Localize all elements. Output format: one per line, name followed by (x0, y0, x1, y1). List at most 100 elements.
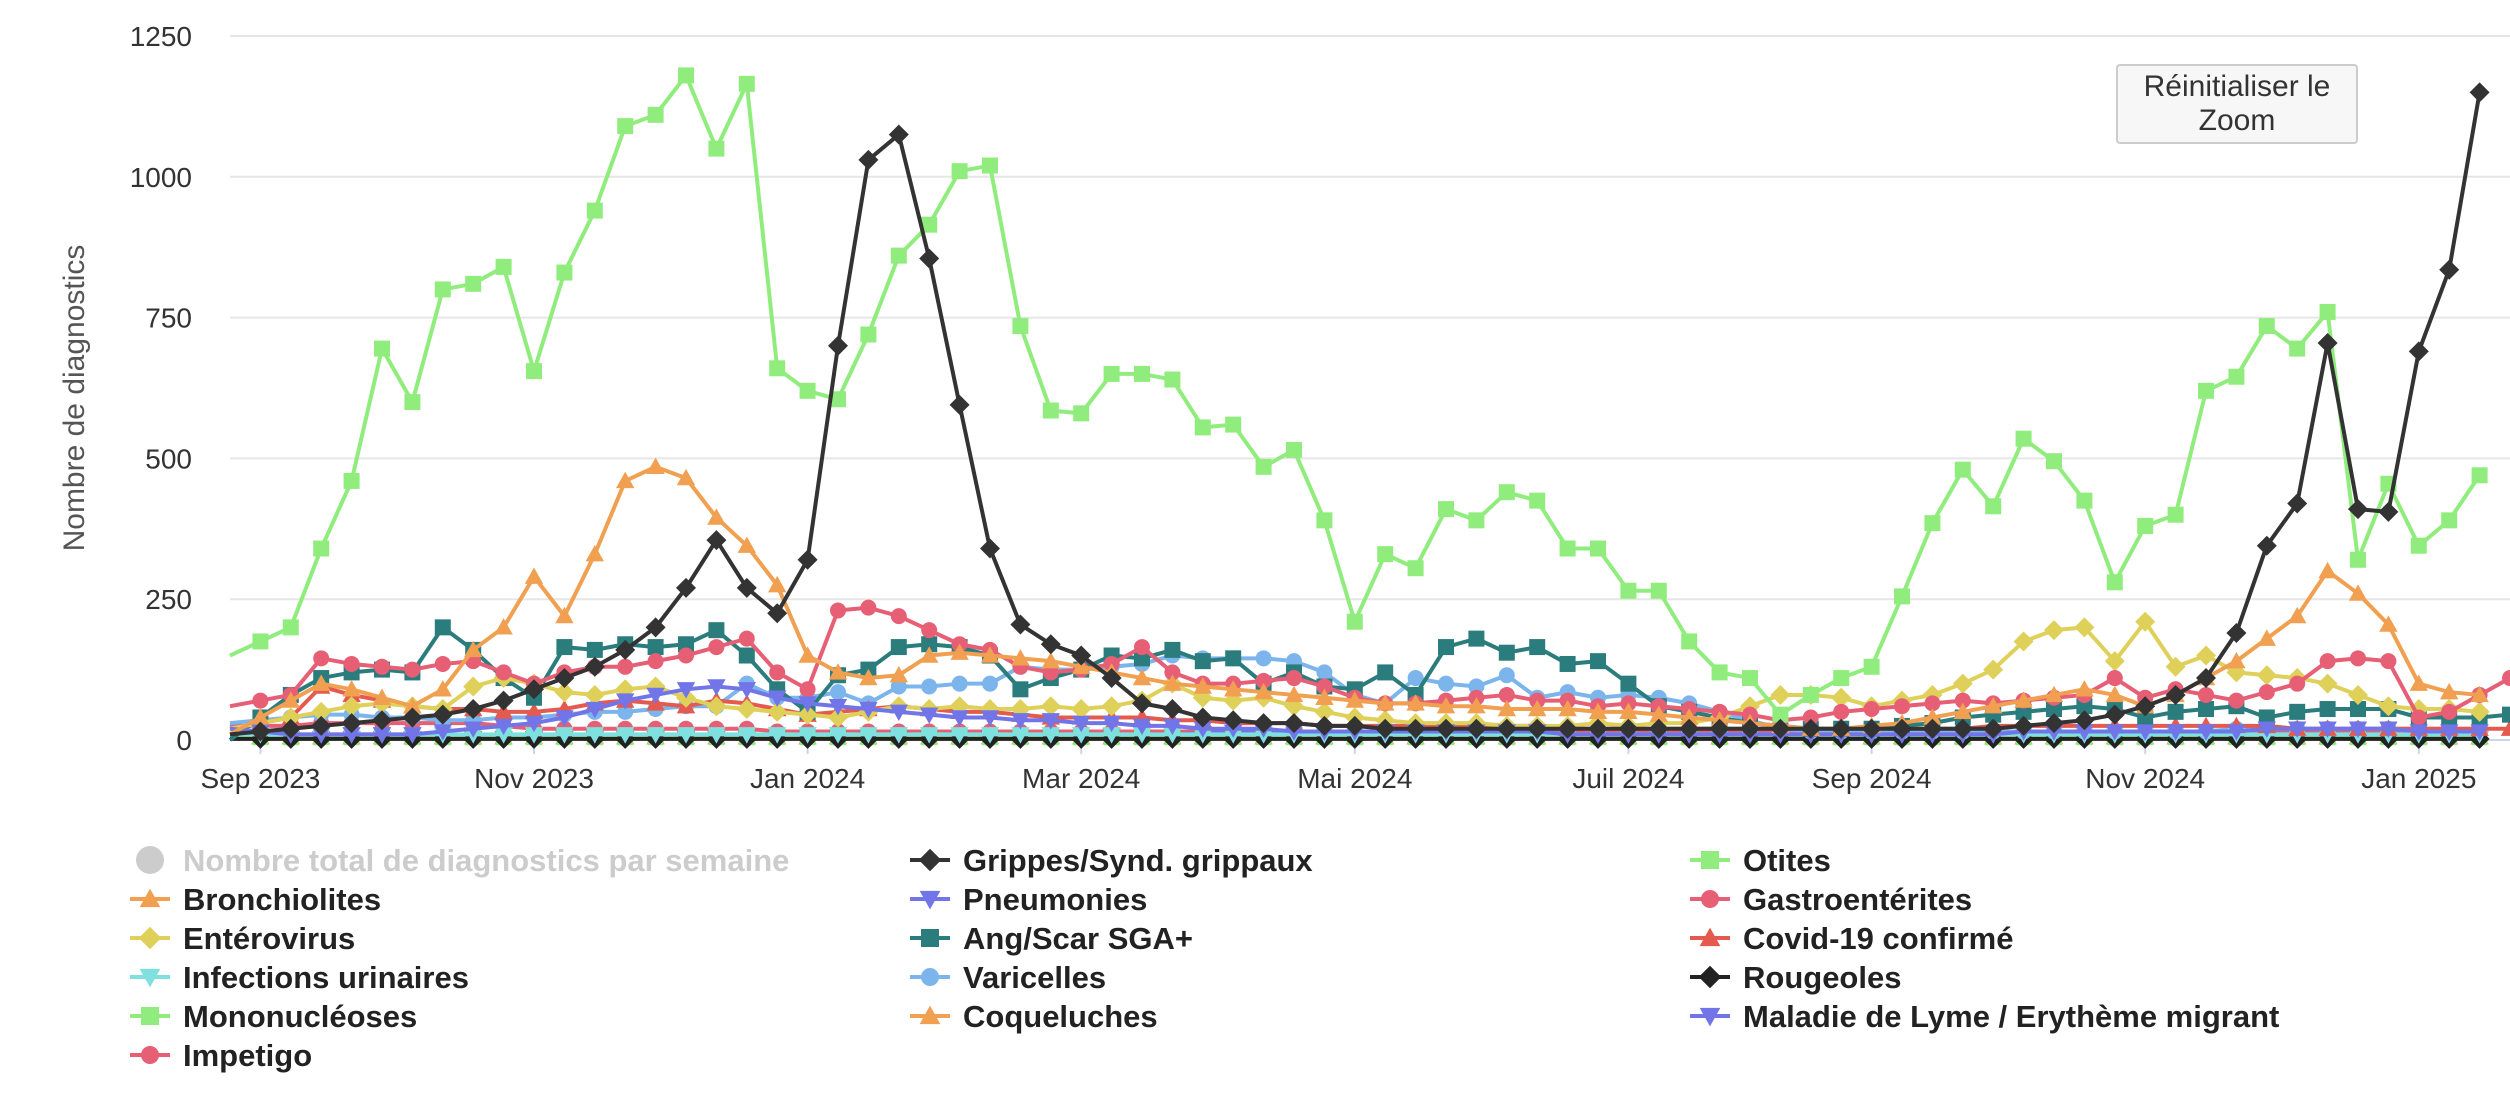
data-point[interactable] (281, 691, 300, 708)
data-point[interactable] (1345, 691, 1364, 708)
data-point[interactable] (1134, 650, 1150, 667)
data-point[interactable] (252, 692, 269, 709)
legend-label[interactable]: Bronchiolites (183, 882, 381, 917)
data-point[interactable] (1193, 677, 1212, 694)
data-point[interactable] (921, 216, 938, 233)
data-point[interactable] (2106, 574, 2123, 591)
data-point[interactable] (2379, 615, 2398, 632)
data-point[interactable] (1192, 707, 1213, 728)
data-point[interactable] (584, 656, 605, 677)
data-point[interactable] (980, 646, 1000, 663)
data-point[interactable] (1892, 718, 1912, 739)
data-point[interactable] (2410, 537, 2427, 554)
data-point[interactable] (1255, 650, 1272, 667)
data-point[interactable] (2318, 721, 2337, 738)
data-point[interactable] (1952, 718, 1973, 739)
data-point[interactable] (524, 727, 544, 744)
legend-symbol[interactable] (919, 890, 941, 910)
data-point[interactable] (1831, 718, 1852, 739)
data-point[interactable] (2379, 721, 2398, 738)
data-point[interactable] (493, 690, 514, 711)
legend-item-enterovirus[interactable]: Entérovirus (130, 921, 355, 956)
data-point[interactable] (1314, 715, 1335, 736)
legend-symbol[interactable] (1699, 927, 1721, 947)
data-point[interactable] (1468, 678, 1485, 695)
data-point[interactable] (2167, 506, 2184, 523)
data-point[interactable] (404, 394, 421, 411)
data-point[interactable] (1833, 670, 1850, 687)
data-point[interactable] (1164, 371, 1181, 388)
data-point[interactable] (2348, 684, 2368, 705)
data-point[interactable] (1286, 670, 1302, 687)
data-point[interactable] (2196, 724, 2216, 741)
data-point[interactable] (1802, 709, 1819, 726)
data-point[interactable] (1831, 687, 1852, 708)
data-point[interactable] (737, 682, 756, 699)
legend-label[interactable]: Mononucléoses (183, 999, 417, 1034)
data-point[interactable] (1953, 702, 1972, 720)
data-point[interactable] (1042, 664, 1059, 681)
data-point[interactable] (1193, 721, 1212, 738)
data-point[interactable] (1011, 713, 1030, 730)
data-point[interactable] (2196, 668, 2216, 689)
data-point[interactable] (828, 727, 848, 744)
data-point[interactable] (313, 650, 330, 667)
data-point[interactable] (1041, 727, 1060, 744)
legend-symbol[interactable] (141, 1007, 159, 1025)
data-point[interactable] (2136, 724, 2155, 741)
data-point[interactable] (1498, 667, 1515, 684)
data-point[interactable] (707, 727, 726, 744)
data-point[interactable] (374, 340, 390, 357)
data-point[interactable] (1316, 512, 1333, 529)
data-point[interactable] (1679, 718, 1700, 739)
data-point[interactable] (2317, 332, 2338, 353)
data-point[interactable] (2075, 724, 2094, 741)
legend-item-infections-urinaires[interactable]: Infections urinaires (130, 960, 469, 995)
data-point[interactable] (889, 727, 908, 744)
data-point[interactable] (464, 640, 483, 658)
data-point[interactable] (1194, 653, 1211, 670)
data-point[interactable] (2258, 709, 2275, 726)
data-point[interactable] (828, 707, 848, 728)
data-point[interactable] (312, 674, 331, 691)
data-point[interactable] (586, 202, 603, 219)
data-point[interactable] (1590, 653, 1606, 670)
legend-label[interactable]: Coqueluches (963, 999, 1158, 1034)
data-point[interactable] (1588, 718, 1608, 739)
data-point[interactable] (495, 258, 512, 275)
data-point[interactable] (1529, 492, 1546, 509)
legend-item-bronchiolites[interactable]: Bronchiolites (130, 882, 381, 917)
data-point[interactable] (403, 697, 422, 714)
data-point[interactable] (980, 727, 1000, 744)
data-point[interactable] (2317, 673, 2338, 694)
data-point[interactable] (2502, 670, 2510, 687)
data-point[interactable] (1042, 402, 1059, 419)
data-point[interactable] (1498, 686, 1515, 703)
data-point[interactable] (798, 646, 817, 663)
data-point[interactable] (1468, 630, 1485, 647)
data-point[interactable] (586, 641, 603, 658)
data-point[interactable] (2471, 467, 2488, 484)
data-point[interactable] (2014, 691, 2033, 708)
data-point[interactable] (738, 647, 755, 664)
data-point[interactable] (464, 721, 483, 738)
data-point[interactable] (1680, 708, 1699, 725)
data-point[interactable] (737, 536, 756, 553)
data-point[interactable] (1894, 588, 1910, 605)
legend-item-mononucleoses[interactable]: Mononucléoses (130, 999, 417, 1034)
data-point[interactable] (2257, 629, 2276, 646)
data-point[interactable] (767, 701, 788, 722)
data-point[interactable] (737, 727, 756, 744)
data-point[interactable] (1923, 708, 1942, 725)
data-point[interactable] (920, 707, 939, 724)
data-point[interactable] (2441, 512, 2458, 529)
series-line[interactable] (228, 625, 2510, 742)
data-point[interactable] (1467, 697, 1486, 714)
data-point[interactable] (1983, 659, 2004, 680)
data-point[interactable] (1952, 673, 1973, 694)
data-point[interactable] (2408, 341, 2429, 362)
data-point[interactable] (921, 636, 938, 653)
data-point[interactable] (615, 639, 636, 660)
data-point[interactable] (2198, 686, 2214, 703)
data-point[interactable] (2076, 492, 2093, 509)
